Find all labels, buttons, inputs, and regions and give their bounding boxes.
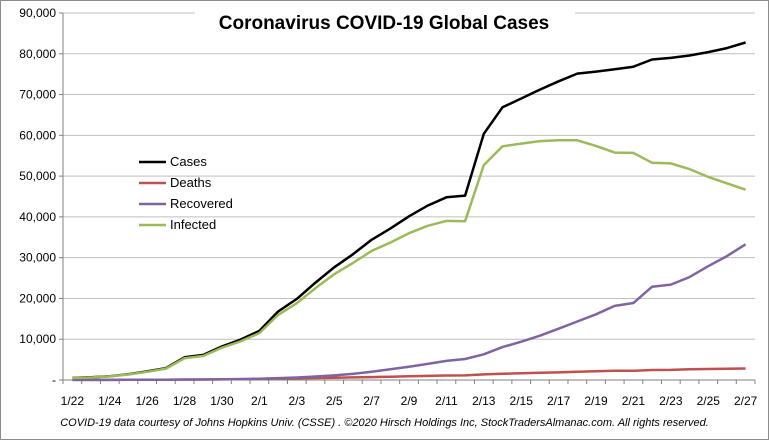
y-tick-label: 80,000 <box>19 47 56 61</box>
x-tick-label: 2/11 <box>435 394 458 408</box>
axes <box>62 13 755 381</box>
y-tick-label: 10,000 <box>19 332 56 346</box>
y-tick-label: 20,000 <box>19 291 56 305</box>
x-tick-label: 2/5 <box>326 394 343 408</box>
footer-credit: COVID-19 data courtesy of Johns Hopkins … <box>60 417 709 429</box>
x-tick-label: 2/27 <box>734 394 758 408</box>
y-tick-label: 40,000 <box>19 210 56 224</box>
x-tick-label: 2/1 <box>251 394 268 408</box>
x-tick-label: 2/19 <box>584 394 608 408</box>
series-line-recovered <box>72 243 747 382</box>
y-axis-ticks: - 10,000 20,000 30,000 40,000 50,000 60,000 70,… <box>19 6 63 387</box>
y-tick-label: 30,000 <box>19 251 56 265</box>
title-background <box>195 10 575 36</box>
series-line-deaths <box>72 367 746 382</box>
x-tick-label: 2/3 <box>288 394 305 408</box>
x-tick-label: 1/22 <box>61 394 85 408</box>
series-lines <box>72 41 747 382</box>
x-tick-label: 1/26 <box>135 394 159 408</box>
y-tick-label: - <box>52 373 56 387</box>
x-tick-label: 2/17 <box>547 394 571 408</box>
legend-label-infected: Infected <box>170 217 216 232</box>
legend-label-deaths: Deaths <box>170 175 212 190</box>
x-tick-label: 2/23 <box>659 394 683 408</box>
x-axis-ticks: 1/22 1/24 1/26 1/28 1/30 2/1 2/3 2/5 2/7 2/9 2/11 2… <box>61 380 758 408</box>
legend-label-cases: Cases <box>170 154 207 169</box>
series-line-infected <box>72 138 747 380</box>
y-tick-label: 90,000 <box>19 6 56 20</box>
x-tick-label: 2/21 <box>622 394 646 408</box>
x-tick-label: 2/7 <box>363 394 380 408</box>
x-tick-label: 2/9 <box>401 394 418 408</box>
x-tick-label: 1/28 <box>173 394 197 408</box>
x-tick-label: 1/24 <box>98 394 122 408</box>
legend-label-recovered: Recovered <box>170 196 233 211</box>
x-tick-label: 2/15 <box>510 394 534 408</box>
x-tick-label: 1/30 <box>210 394 234 408</box>
y-tick-label: 60,000 <box>19 128 56 142</box>
chart-title: Coronavirus COVID-19 Global Cases <box>219 13 550 34</box>
x-tick-label: 2/13 <box>472 394 496 408</box>
x-tick-label: 2/25 <box>697 394 721 408</box>
gridlines <box>63 12 755 340</box>
legend: Cases Deaths Recovered Infected <box>139 154 233 232</box>
y-tick-label: 70,000 <box>19 88 56 102</box>
y-tick-label: 50,000 <box>19 169 56 183</box>
